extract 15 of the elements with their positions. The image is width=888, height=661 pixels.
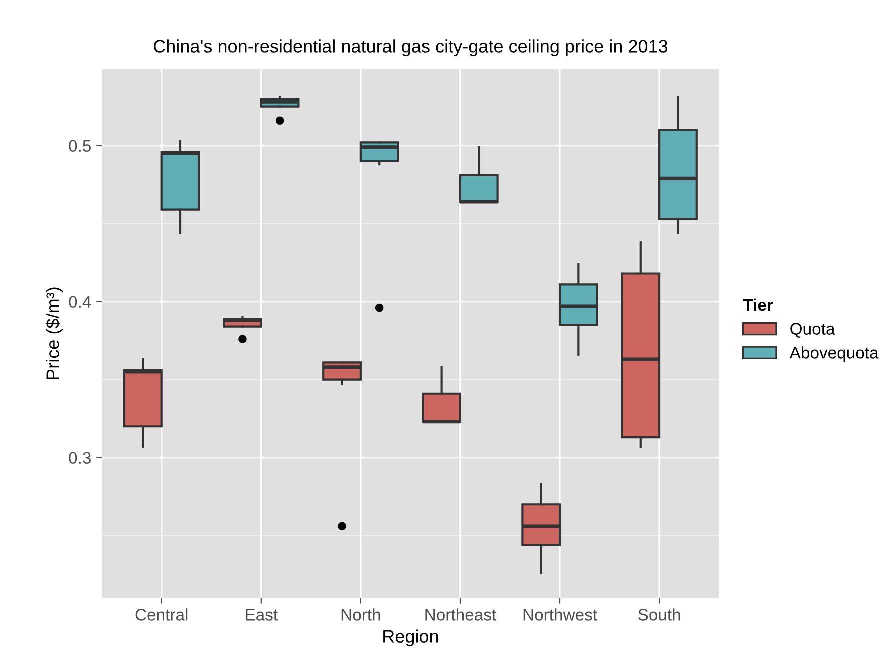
legend-label: Abovequota xyxy=(790,346,879,362)
x-axis-title: Region xyxy=(384,630,438,647)
x-tick-label: Northwest xyxy=(524,608,598,621)
legend-title: Tier xyxy=(743,298,774,312)
y-tick-label: 0.4 xyxy=(69,296,92,308)
x-tick-label: North xyxy=(342,608,380,621)
y-tick-label: 0.5 xyxy=(69,140,92,152)
x-tick-label: Central xyxy=(136,608,188,621)
x-tick-label: Northeast xyxy=(426,608,496,621)
legend-label: Quota xyxy=(790,323,836,338)
x-tick-label: South xyxy=(638,608,680,621)
y-tick-label: 0.3 xyxy=(69,452,91,464)
y-axis-title: Price ($/m³) xyxy=(46,288,63,380)
chart-title: China's non-residential natural gas city-gate ceiling price in 2013 xyxy=(154,40,668,56)
x-tick-label: East xyxy=(246,609,278,621)
